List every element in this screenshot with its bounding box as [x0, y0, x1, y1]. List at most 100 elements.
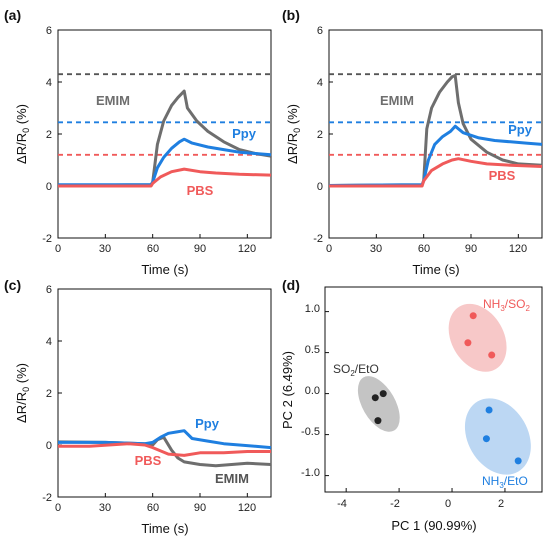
panel-c-xtick: 90 — [194, 502, 206, 514]
panel-b-xtick: 30 — [370, 243, 382, 255]
panel-b-label-pbs: PBS — [489, 168, 516, 183]
scatter-point — [374, 417, 382, 425]
panel-c-ylabel: ΔR/R0 (%) — [14, 363, 31, 423]
panel-d-frame — [324, 286, 543, 493]
series-line-emim — [328, 74, 543, 187]
cluster-ellipse — [464, 398, 531, 475]
panel-c-xlabel: Time (s) — [141, 521, 188, 536]
panel-c-xtick: 60 — [147, 502, 159, 514]
panel-d-xticks: -4 -2 0 2 — [337, 498, 504, 510]
panel-a-xtick: 30 — [99, 243, 111, 255]
panel-b-ytick: 0 — [317, 181, 323, 193]
panel-c-label-pbs: PBS — [135, 453, 162, 468]
panel-b-ytick: 4 — [317, 77, 323, 89]
scatter-point — [488, 351, 496, 359]
panel-c-ytick: 0 — [46, 440, 52, 452]
panel-a-yticks: -2 0 2 4 6 — [42, 25, 52, 245]
panel-a-ytick: 6 — [46, 25, 52, 37]
panel-a-xtick: 60 — [147, 243, 159, 255]
panel-d-ytick: -1.0 — [301, 467, 320, 479]
panel-a-xlabel: Time (s) — [141, 262, 188, 277]
panel-c-xticks: 0 30 60 90 120 — [55, 502, 256, 514]
panel-a: (a) 0 30 60 90 120 -2 0 2 4 6 Time (s) Δ… — [4, 7, 272, 277]
scatter-point — [464, 339, 472, 347]
panel-b-label-ppy: Ppy — [508, 122, 533, 137]
panel-d-ytick: 0.0 — [305, 385, 320, 397]
panel-d-xlabel: PC 1 (90.99%) — [391, 518, 476, 533]
panel-b-plot — [328, 29, 543, 239]
panel-b-xticks: 0 30 60 90 120 — [326, 243, 527, 255]
series-line-pbs — [58, 167, 272, 188]
panel-a-xticks: 0 30 60 90 120 — [55, 243, 256, 255]
panel-c-xtick: 30 — [99, 502, 111, 514]
panel-c-ytick: -2 — [42, 492, 52, 504]
panel-b-ytick: 6 — [317, 25, 323, 37]
panel-c-label-ppy: Ppy — [195, 416, 220, 431]
panel-b-label: (b) — [282, 7, 300, 23]
panel-c-label-emim: EMIM — [215, 471, 249, 486]
scatter-point — [485, 406, 493, 414]
panel-c-ytick: 6 — [46, 284, 52, 296]
panel-d-label: (d) — [282, 277, 300, 293]
panel-d-xtick: 2 — [498, 498, 504, 510]
scatter-point — [469, 312, 477, 320]
panel-d-ylabel: PC 2 (6.49%) — [280, 351, 295, 429]
scatter-point — [482, 435, 490, 443]
cluster-ellipse — [357, 376, 400, 432]
series-line-emim — [57, 89, 272, 187]
panel-c-xtick: 120 — [238, 502, 256, 514]
panel-a-label-ppy: Ppy — [232, 126, 257, 141]
panel-a-label: (a) — [4, 7, 21, 23]
panel-d-xtick: -4 — [337, 498, 347, 510]
panel-a-ytick: 0 — [46, 181, 52, 193]
panel-a-label-emim: EMIM — [96, 93, 130, 108]
series-line-pbs — [58, 442, 271, 457]
panel-a-label-pbs: PBS — [187, 183, 214, 198]
panel-b-ytick: 2 — [317, 129, 323, 141]
scatter-point — [379, 390, 387, 398]
scatter-point — [371, 394, 379, 402]
panel-b-xtick: 90 — [465, 243, 477, 255]
panel-c-ytick: 4 — [46, 336, 52, 348]
panel-b: (b) 0 30 60 90 120 -2 0 2 4 6 Time (s) Δ… — [282, 7, 543, 277]
series-line-ppy — [58, 137, 272, 187]
panel-c: (c) 0 30 60 90 120 -2 0 2 4 6 Time (s) Δ… — [4, 277, 272, 536]
panel-d: (d) -4 -2 0 2 1.0 0.5 0.0 -0.5 -1.0 PC 1… — [280, 277, 543, 533]
panel-a-ytick: 2 — [46, 129, 52, 141]
panel-c-label: (c) — [4, 277, 21, 293]
panel-a-ylabel: ΔR/R0 (%) — [14, 104, 31, 164]
panel-d-yticks: 1.0 0.5 0.0 -0.5 -1.0 — [301, 303, 320, 479]
panel-a-plot — [57, 29, 272, 239]
series-line-ppy — [58, 429, 272, 450]
panel-d-xtick: -2 — [390, 498, 400, 510]
panel-c-plot — [57, 288, 272, 498]
panel-d-ytick: 0.5 — [305, 344, 320, 356]
panel-b-label-emim: EMIM — [380, 93, 414, 108]
panel-c-frame — [57, 288, 272, 498]
panel-b-ytick: -2 — [313, 233, 323, 245]
panel-c-ytick: 2 — [46, 388, 52, 400]
panel-c-xtick: 0 — [55, 502, 61, 514]
panel-a-ytick: -2 — [42, 233, 52, 245]
panel-d-plot — [325, 303, 531, 492]
panel-b-yticks: -2 0 2 4 6 — [313, 25, 323, 245]
panel-a-xtick: 0 — [55, 243, 61, 255]
panel-d-label-nh3-so2: NH3/SO2 — [483, 297, 530, 313]
series-line-pbs — [329, 157, 543, 188]
panel-a-xtick: 90 — [194, 243, 206, 255]
panel-d-xtick: 0 — [445, 498, 451, 510]
panel-d-label-nh3-eto: NH3/EtO — [482, 474, 528, 490]
panel-c-yticks: -2 0 2 4 6 — [42, 284, 52, 504]
panel-d-ytick: -0.5 — [301, 426, 320, 438]
panel-b-xtick: 60 — [418, 243, 430, 255]
scatter-point — [514, 457, 522, 465]
panel-b-xlabel: Time (s) — [412, 262, 459, 277]
panel-a-xtick: 120 — [238, 243, 256, 255]
panel-d-ytick: 1.0 — [305, 303, 320, 315]
panel-b-ylabel: ΔR/R0 (%) — [285, 104, 302, 164]
panel-d-label-so2-eto: SO2/EtO — [333, 362, 379, 378]
panel-b-xtick: 0 — [326, 243, 332, 255]
panel-a-ytick: 4 — [46, 77, 52, 89]
panel-b-xtick: 120 — [509, 243, 527, 255]
